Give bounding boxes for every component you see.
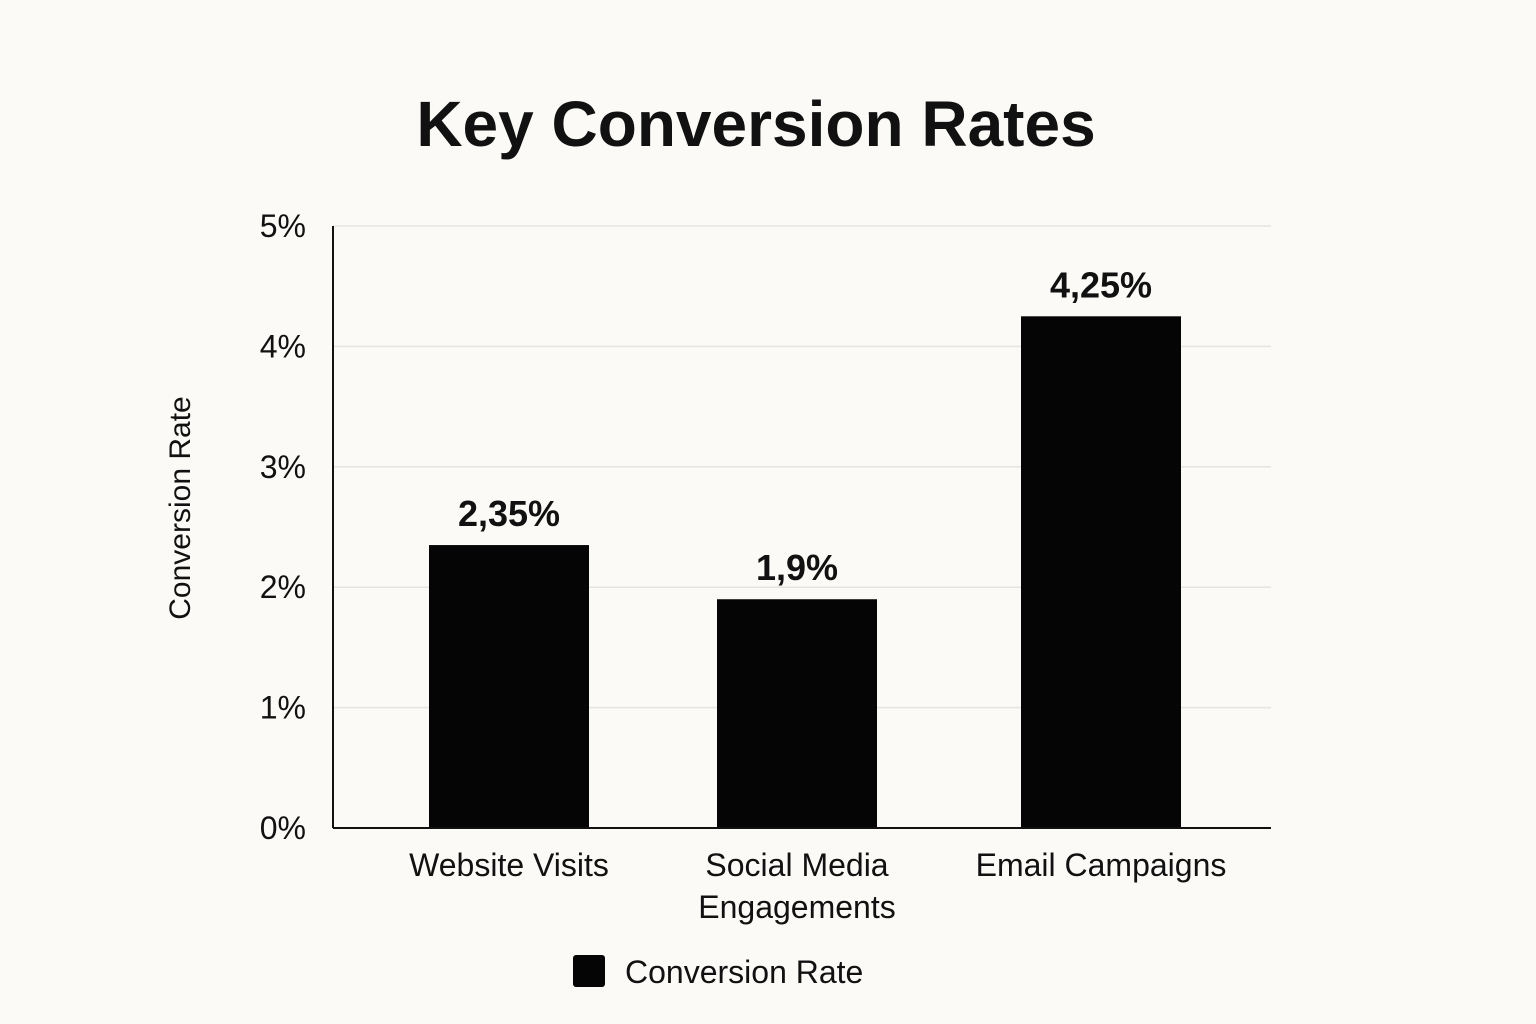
legend-swatch	[573, 955, 605, 987]
chart-title: Key Conversion Rates	[416, 88, 1095, 160]
bar	[429, 545, 589, 828]
bar-value-label: 4,25%	[1050, 264, 1152, 305]
bar-value-label: 1,9%	[756, 547, 838, 588]
x-category-label: Email Campaigns	[976, 847, 1227, 883]
x-axis-categories: Website Visits Social Media Engagements Ema…	[409, 847, 1226, 925]
x-category-label: Social Media	[705, 847, 888, 883]
value-labels: 2,35% 1,9% 4,25%	[458, 264, 1152, 588]
y-axis-label: Conversion Rate	[164, 396, 197, 619]
y-tick-label: 5%	[260, 208, 306, 244]
bars	[429, 316, 1181, 828]
bar-value-label: 2,35%	[458, 493, 560, 534]
y-tick-label: 3%	[260, 449, 306, 485]
bar	[717, 599, 877, 828]
y-tick-label: 0%	[260, 810, 306, 846]
y-tick-label: 1%	[260, 690, 306, 726]
bar	[1021, 316, 1181, 828]
x-category-label: Engagements	[698, 889, 895, 925]
legend-label: Conversion Rate	[625, 954, 863, 990]
y-tick-label: 4%	[260, 328, 306, 364]
y-tick-label: 2%	[260, 569, 306, 605]
x-category-label: Website Visits	[409, 847, 609, 883]
legend: Conversion Rate	[573, 954, 863, 990]
y-axis-ticks: 0% 1% 2% 3% 4% 5%	[260, 208, 306, 846]
